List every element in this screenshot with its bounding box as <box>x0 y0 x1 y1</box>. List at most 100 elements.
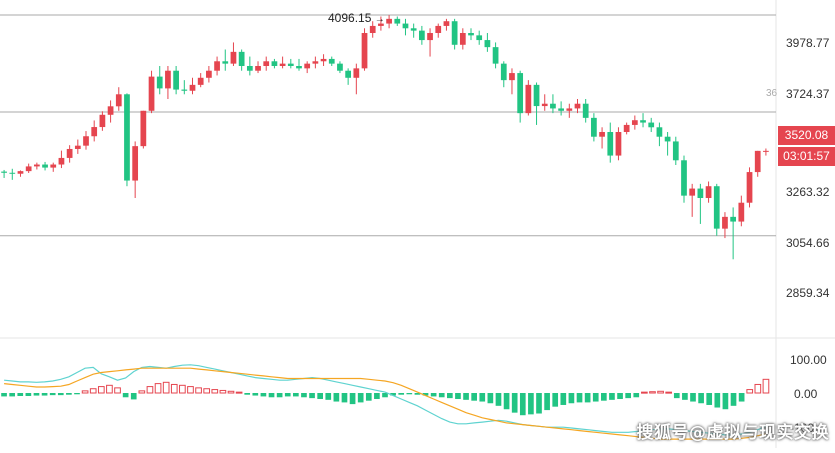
candle-body <box>214 61 220 71</box>
histogram-bar <box>576 393 583 403</box>
candle-body <box>255 66 261 71</box>
candle-body <box>402 23 409 29</box>
price-label: 3724.37 <box>786 87 830 101</box>
candle-body <box>361 33 368 69</box>
candle-body <box>451 21 458 45</box>
candle-body <box>148 76 155 111</box>
histogram-bar <box>495 393 502 406</box>
histogram-bar <box>106 384 113 394</box>
candle-body <box>410 28 417 31</box>
candle-body <box>296 66 302 69</box>
histogram-bar <box>438 393 445 398</box>
candle-body <box>25 166 32 172</box>
candle-body <box>91 127 98 137</box>
candle-body <box>17 171 24 174</box>
histogram-bar <box>463 393 469 400</box>
histogram-bar <box>641 391 648 394</box>
histogram-bar <box>268 393 275 398</box>
histogram-bar <box>341 393 348 403</box>
candle-body <box>66 148 73 158</box>
candle-body <box>631 120 638 125</box>
histogram-bar <box>568 393 575 404</box>
histogram-bar <box>722 393 729 410</box>
candle-body <box>558 108 564 111</box>
histogram-bar <box>544 393 550 411</box>
candle-body <box>287 63 294 66</box>
histogram-bar <box>528 393 534 415</box>
candle-body <box>672 141 679 161</box>
candle-body <box>459 33 466 45</box>
histogram-bar <box>357 393 364 403</box>
candle-body <box>124 94 130 181</box>
histogram-bar <box>114 387 121 394</box>
histogram-bar <box>349 393 356 405</box>
histogram-bar <box>203 388 211 394</box>
candle-body <box>115 94 122 107</box>
candle-body <box>394 18 401 24</box>
candle-body <box>681 160 687 196</box>
candle-body <box>197 77 204 85</box>
candle-body <box>173 70 179 90</box>
histogram-bar <box>146 386 154 394</box>
histogram-bar <box>584 393 591 403</box>
histogram-bar <box>649 391 656 394</box>
histogram-bar <box>560 393 567 405</box>
histogram-bar <box>365 393 372 401</box>
candle-body <box>279 63 286 66</box>
histogram-bar <box>698 393 704 404</box>
candle-body <box>566 108 573 111</box>
candle-body <box>418 30 425 41</box>
candle-body <box>435 25 442 33</box>
candle-body <box>328 58 335 64</box>
histogram-bar <box>97 386 105 394</box>
histogram-bar <box>49 393 56 396</box>
histogram-bar <box>74 393 80 395</box>
candle-body <box>730 216 737 222</box>
candle-body <box>238 51 245 66</box>
histogram-bar <box>673 393 680 399</box>
candle-body <box>754 150 761 173</box>
candle-body <box>378 23 384 26</box>
candle-body <box>353 68 360 78</box>
histogram-bar <box>219 389 227 394</box>
histogram-bar <box>211 389 219 394</box>
candle-body <box>500 63 507 81</box>
countdown-tag: 03:01:57 <box>778 147 835 166</box>
candle-body <box>427 33 433 41</box>
candle-body <box>345 70 352 78</box>
candle-body <box>83 136 89 146</box>
candle-body <box>74 145 81 149</box>
candle-body <box>525 84 532 114</box>
candle-body <box>165 70 171 89</box>
candle-body <box>656 127 663 137</box>
histogram-bar <box>260 393 267 397</box>
candle-body <box>484 40 491 48</box>
histogram-bar <box>552 393 559 407</box>
candle-body <box>705 186 712 198</box>
histogram-bar <box>519 393 526 416</box>
candle-body <box>58 157 65 165</box>
candle-body <box>582 103 589 118</box>
candle-body <box>640 120 646 123</box>
histogram-bar <box>57 393 64 396</box>
candle-body <box>33 164 40 167</box>
candle-body <box>246 66 253 71</box>
indicator-label: 0.00 <box>794 387 818 401</box>
histogram-bar <box>762 378 770 394</box>
histogram-bar <box>536 393 542 414</box>
histogram-bar <box>511 393 518 413</box>
histogram-bar <box>414 393 421 395</box>
candle-body <box>591 117 597 137</box>
candle-body <box>697 188 704 198</box>
candle-body <box>517 73 524 114</box>
histogram-bar <box>33 393 40 396</box>
histogram-bar <box>746 389 754 394</box>
watermark: 搜狐号@虚拟与现实交换 <box>636 423 829 443</box>
histogram-bar <box>706 393 713 405</box>
candles <box>1 15 769 260</box>
candle-body <box>689 188 696 196</box>
histogram-bar <box>138 390 146 394</box>
candle-body <box>468 33 474 36</box>
